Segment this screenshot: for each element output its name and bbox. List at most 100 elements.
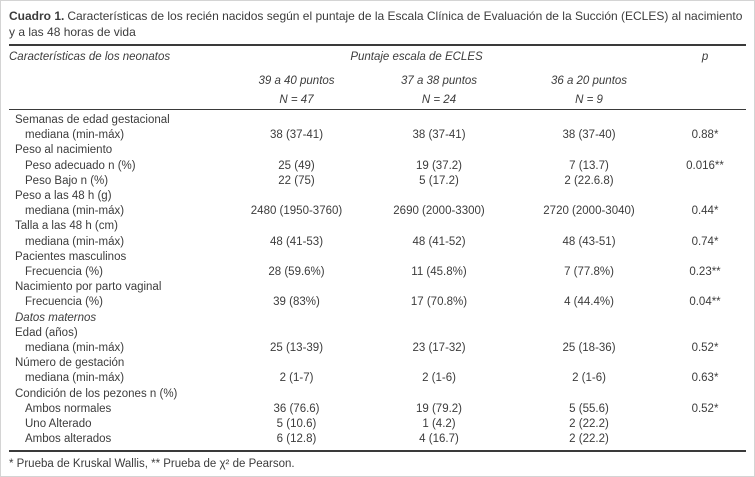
cell-score-37-38: 48 (41-52) <box>412 235 466 248</box>
cell-score-36-20: 7 (13.7) <box>569 159 609 172</box>
cell-score-39-40 <box>229 311 364 326</box>
cell-score-39-40 <box>229 189 364 204</box>
cell-score-37-38 <box>364 250 514 265</box>
table-row: Talla a las 48 h (cm) <box>9 219 746 234</box>
cell-score-37-38 <box>364 326 514 341</box>
cell-score-36-20: 48 (43-51) <box>562 235 616 248</box>
cell-p-value: 0.88* <box>691 129 719 142</box>
table-row: Condición de los pezones n (%) <box>9 387 746 402</box>
table-row: Frecuencia (%) 39 (83%) 17 (70.8%) 4 (44.4%… <box>9 295 746 310</box>
cell-p-value: 0.74* <box>691 235 719 248</box>
cell-score-37-38: 2 (1-6) <box>422 372 456 385</box>
row-label: mediana (min-máx) <box>25 372 125 385</box>
table-row: Semanas de edad gestacional <box>9 113 746 128</box>
row-label: mediana (min-máx) <box>25 129 125 142</box>
row-label: mediana (min-máx) <box>25 342 125 355</box>
divider-top <box>9 44 746 46</box>
row-label: Peso al nacimiento <box>15 144 113 157</box>
cell-score-36-20 <box>514 189 664 204</box>
row-label: Datos maternos <box>15 311 97 324</box>
cell-score-36-20: 25 (18-36) <box>562 342 616 355</box>
cell-score-36-20: 2720 (2000-3040) <box>543 205 635 218</box>
row-label: mediana (min-máx) <box>25 235 125 248</box>
cell-p-value: 0.44* <box>691 205 719 218</box>
row-label: Ambos alterados <box>25 433 112 446</box>
cell-score-37-38 <box>364 143 514 158</box>
cell-score-36-20: 2 (22.2) <box>569 433 609 446</box>
cell-score-39-40: 6 (12.8) <box>276 433 317 446</box>
score-column-n-1: N = 47 <box>279 93 314 106</box>
body-rows: Semanas de edad gestacional mediana (min-… <box>9 113 746 447</box>
cell-score-36-20 <box>514 326 664 341</box>
row-label: Ambos normales <box>25 402 112 415</box>
column-header-characteristics: Características de los neonatos <box>9 50 171 63</box>
cell-p-value: 0.52* <box>691 342 719 355</box>
cell-score-39-40: 2 (1-7) <box>279 372 314 385</box>
cell-p-value: 0.04** <box>689 296 721 309</box>
score-column-range-3: 36 a 20 puntos <box>550 75 628 87</box>
score-column-range-1: 39 a 40 puntos <box>258 75 335 87</box>
table-row: mediana (min-máx) 48 (41-53) 48 (41-52) 48 … <box>9 235 746 250</box>
table-row: Peso Bajo n (%) 22 (75) 5 (17.2) 2 (22.6.8) <box>9 174 746 189</box>
cell-score-36-20 <box>514 356 664 371</box>
cell-score-39-40: 25 (49) <box>278 159 315 172</box>
cell-score-37-38: 5 (17.2) <box>419 174 459 187</box>
row-label: Semanas de edad gestacional <box>15 114 170 126</box>
cell-p-value: 0.63* <box>691 372 719 385</box>
cell-score-36-20 <box>514 143 664 158</box>
cell-score-36-20 <box>514 219 664 234</box>
score-column-n-2: N = 24 <box>421 93 457 106</box>
cell-score-39-40: 22 (75) <box>278 174 315 187</box>
row-label: mediana (min-máx) <box>25 205 125 218</box>
cell-score-39-40: 48 (41-53) <box>269 235 324 248</box>
table-row: mediana (min-máx) 2 (1-7) 2 (1-6) 2 (1-6) 0.… <box>9 371 746 386</box>
cell-score-39-40: 25 (13-39) <box>269 342 324 355</box>
cell-score-36-20 <box>514 113 664 128</box>
cell-score-37-38: 38 (37-41) <box>412 129 466 142</box>
cell-p-value <box>664 174 746 189</box>
cell-score-37-38: 23 (17-32) <box>412 342 466 355</box>
cell-p-value <box>664 250 746 265</box>
cell-score-36-20 <box>514 311 664 326</box>
table-row: Peso al nacimiento <box>9 143 746 158</box>
cell-score-39-40 <box>229 113 364 128</box>
cell-score-36-20: 38 (37-40) <box>562 129 616 142</box>
row-label: Edad (años) <box>15 326 78 339</box>
cell-p-value <box>664 356 746 371</box>
cell-p-value <box>664 326 746 341</box>
row-label: Nacimiento por parto vaginal <box>15 281 162 294</box>
cell-score-37-38 <box>364 356 514 371</box>
table-row: Ambos normales 36 (76.6) 19 (79.2) 5 (55.6)… <box>9 402 746 417</box>
divider-bottom <box>9 450 746 452</box>
row-label: Peso a las 48 h (g) <box>15 190 112 203</box>
cell-score-39-40 <box>229 387 364 402</box>
table-row: Uno Alterado 5 (10.6) 1 (4.2) 2 (22.2) <box>9 417 746 432</box>
cell-p-value: 0.52* <box>691 402 719 415</box>
cell-p-value <box>664 219 746 234</box>
cell-p-value <box>664 113 746 128</box>
cell-score-39-40: 5 (10.6) <box>276 418 317 431</box>
table-title-text-line2: y a las 48 horas de vida <box>9 25 136 39</box>
cell-score-39-40 <box>229 326 364 341</box>
row-label: Número de gestación <box>15 357 125 370</box>
divider-header <box>9 108 746 110</box>
cell-score-36-20: 5 (55.6) <box>569 402 609 415</box>
cell-p-value <box>664 280 746 295</box>
cell-p-value <box>664 143 746 158</box>
row-label: Frecuencia (%) <box>25 296 103 309</box>
table-row: Pacientes masculinos <box>9 250 746 265</box>
cell-score-39-40 <box>229 250 364 265</box>
cell-score-37-38 <box>364 219 514 234</box>
cell-score-36-20 <box>514 387 664 402</box>
table-row: Ambos alterados 6 (12.8) 4 (16.7) 2 (22.2) <box>9 432 746 447</box>
column-header-p: p <box>701 50 709 63</box>
footnote: * Prueba de Kruskal Wallis, ** Prueba de… <box>9 457 295 470</box>
cell-score-39-40: 2480 (1950-3760) <box>250 205 343 218</box>
table-row: Edad (años) <box>9 326 746 341</box>
cell-score-39-40: 28 (59.6%) <box>268 266 325 279</box>
cell-score-37-38: 19 (79.2) <box>415 402 463 415</box>
cell-score-37-38: 2690 (2000-3300) <box>393 205 485 218</box>
cell-score-36-20: 7 (77.8%) <box>564 266 614 279</box>
row-label: Frecuencia (%) <box>25 266 103 279</box>
table-row: mediana (min-máx) 38 (37-41) 38 (37-41) 38 … <box>9 128 746 143</box>
